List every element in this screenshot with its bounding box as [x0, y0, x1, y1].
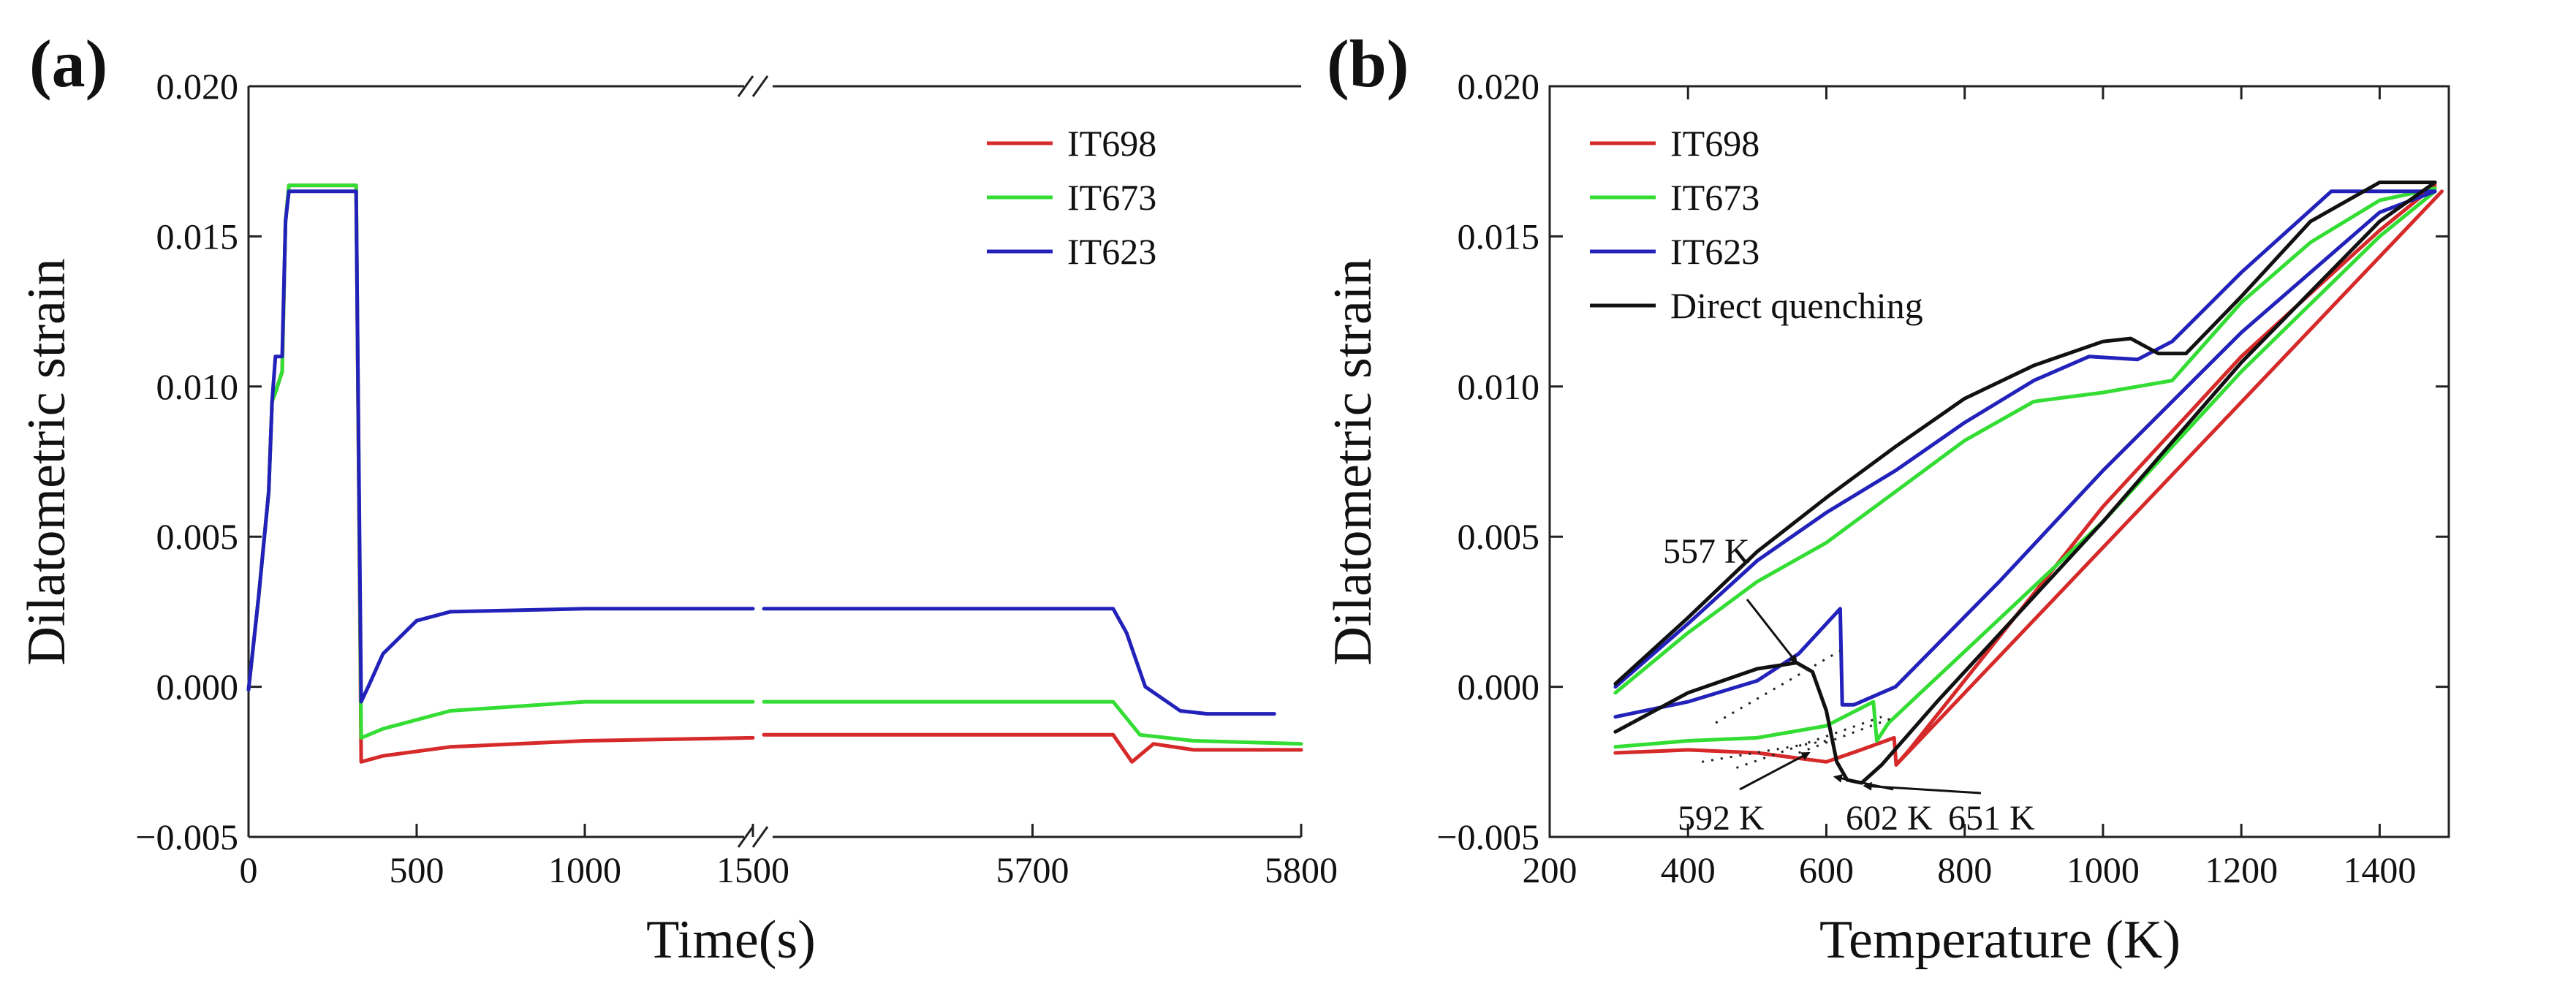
panel-a-x-tick-label: 0	[240, 849, 258, 890]
panel-b-y-tick-label: 0.005	[1458, 516, 1540, 557]
panel-a-y-tick-label: 0.010	[156, 366, 239, 407]
panel-b-series-it623-heating	[1613, 189, 2437, 689]
panel-b-x-tick-label: 600	[1799, 849, 1854, 890]
panel-a-x-axis-title: Time(s)	[646, 910, 816, 970]
panel-b-annotation-label: 602 K	[1846, 799, 1933, 838]
panel-b-series-direct-quenching-cooling	[1613, 181, 2437, 785]
panel-b-x-axis-title: Temperature (K)	[1819, 910, 2181, 970]
panel-a-legend-label: IT673	[1067, 177, 1156, 218]
panel-a-x-tick-label: 1500	[716, 849, 789, 890]
panel-a: (a) Dilatometric strain Time(s) −0.005 0.…	[17, 26, 1338, 970]
panel-b-legend: IT698 IT673 IT623 Direct quenching	[1590, 123, 1923, 326]
panel-b-series-it698-cooling	[1894, 183, 2437, 767]
panel-b-x-tick-label: 200	[1523, 849, 1577, 890]
panel-a-x-tick-label: 5700	[996, 849, 1069, 890]
panel-a-series-it698-left	[246, 183, 755, 764]
panel-a-x-tick-label: 500	[390, 849, 444, 890]
panel-b-annotations: 557 K 592 K 602 K 651 K	[1663, 532, 2035, 838]
panel-a-series-it673-left	[246, 183, 755, 740]
panel-b-y-tick-label: 0.020	[1458, 66, 1540, 107]
panel-b-series-it673-heating	[1613, 186, 2437, 695]
panel-a-axis-break-mark	[737, 826, 754, 848]
panel-a-axis-break-mark	[737, 75, 754, 97]
panel-a-legend: IT698 IT673 IT623	[987, 123, 1156, 272]
panel-b-annotation-arrow	[1746, 599, 1798, 664]
panel-b-y-tick-label: −0.005	[1436, 816, 1539, 857]
panel-b-y-tick-label: 0.010	[1458, 366, 1540, 407]
panel-a-ticks: −0.005 0.000 0.005 0.010 0.015 0.020 0 500 1000 1…	[135, 66, 1338, 890]
panel-b-legend-label: IT698	[1670, 123, 1759, 164]
panel-a-legend-label: IT698	[1067, 123, 1156, 164]
panel-a-y-axis-title: Dilatometric strain	[17, 259, 77, 666]
panel-b: (b) Dilatometric strain Temperature (K) …	[1323, 26, 2450, 970]
panel-b-x-tick-label: 800	[1937, 849, 1992, 890]
panel-b-x-tick-label: 400	[1661, 849, 1716, 890]
panel-b-annotation-label: 592 K	[1678, 799, 1765, 838]
panel-b-legend-label: Direct quenching	[1670, 285, 1923, 326]
panel-a-series-it623-right	[762, 607, 1276, 716]
panel-a-y-tick-label: 0.015	[156, 216, 239, 257]
panel-b-series	[1613, 181, 2444, 785]
panel-a-legend-label: IT623	[1067, 231, 1156, 272]
panel-b-y-tick-label: 0.000	[1458, 667, 1540, 708]
panel-a-axis-break-mark	[751, 75, 769, 97]
panel-b-x-tick-label: 1000	[2067, 849, 2140, 890]
panel-a-axis-break-mark	[751, 826, 769, 848]
panel-b-x-tick-label: 1400	[2343, 849, 2416, 890]
panel-b-series-it673-cooling	[1613, 189, 2437, 749]
panel-b-annotation-label: 557 K	[1663, 532, 1750, 571]
panel-b-annotation-arrow	[1863, 781, 1982, 795]
panel-a-x-tick-label: 5800	[1265, 849, 1338, 890]
panel-a-series-it673-right	[762, 700, 1303, 746]
panel-b-y-tick-label: 0.015	[1458, 216, 1540, 257]
panel-b-legend-label: IT623	[1670, 231, 1759, 272]
panel-a-series-it623-left	[246, 189, 755, 704]
panel-b-x-tick-label: 1200	[2205, 849, 2278, 890]
panel-b-label: (b)	[1327, 26, 1409, 101]
panel-a-label: (a)	[29, 26, 107, 101]
panel-a-y-tick-label: 0.020	[156, 66, 239, 107]
panel-a-series	[246, 183, 1303, 764]
panel-b-tangent-dotted-line	[1701, 740, 1827, 763]
panel-b-series-it623-cooling	[1613, 189, 2437, 719]
panel-a-y-tick-label: −0.005	[135, 816, 238, 857]
panel-b-annotation-arrow	[1739, 751, 1811, 791]
panel-b-tangent-dotted-line	[1798, 716, 1896, 754]
panel-b-legend-label: IT673	[1670, 177, 1759, 218]
panel-a-y-tick-label: 0.005	[156, 516, 239, 557]
panel-b-plot-frame	[1548, 85, 2450, 838]
panel-b-y-axis-title: Dilatometric strain	[1323, 259, 1383, 666]
panel-a-x-tick-label: 1000	[548, 849, 621, 890]
panel-b-series-it698-heating	[1613, 189, 2444, 767]
panel-b-ticks: −0.005 0.000 0.005 0.010 0.015 0.020 200 400 600…	[1436, 66, 2449, 890]
panel-b-axes	[1548, 85, 2450, 838]
panel-a-axes	[247, 75, 1301, 848]
panel-b-tangent-dotted-line	[1735, 716, 1882, 769]
panel-b-series-direct-quenching-heating	[1613, 181, 2437, 686]
panel-a-series-it698-right	[762, 732, 1303, 764]
panel-b-annotation-label: 651 K	[1948, 799, 2035, 838]
panel-a-y-tick-label: 0.000	[156, 667, 239, 708]
